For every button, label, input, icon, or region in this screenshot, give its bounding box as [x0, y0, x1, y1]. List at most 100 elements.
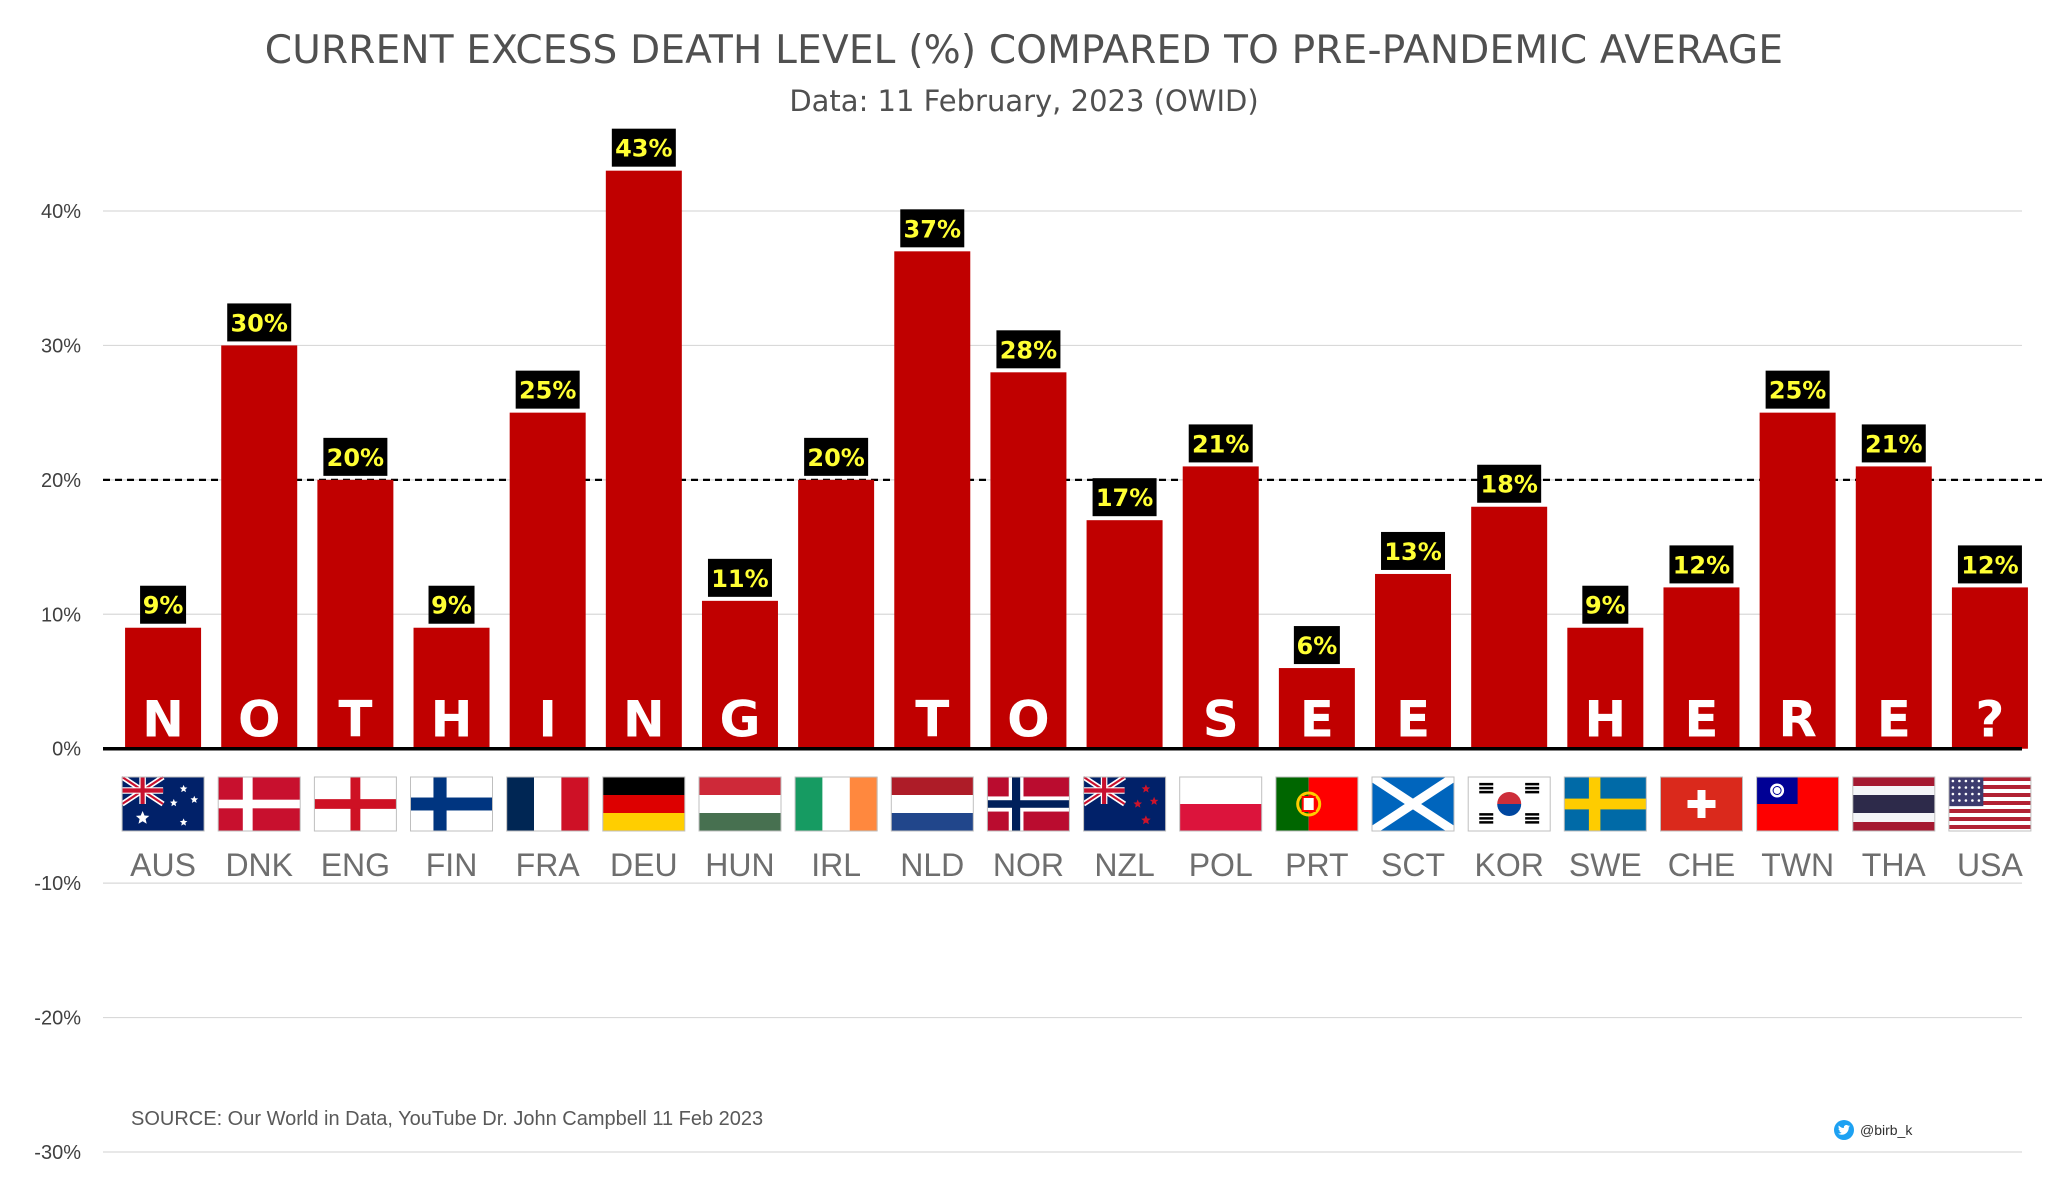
bar-nld — [894, 251, 971, 749]
category-label: NOR — [993, 847, 1064, 883]
category-label: FIN — [426, 847, 478, 883]
bar-letter: N — [142, 691, 184, 749]
data-label: 9% — [431, 592, 472, 620]
y-tick-label: 20% — [41, 470, 81, 492]
category-label: SCT — [1381, 847, 1445, 883]
bar-letter: E — [1300, 691, 1334, 749]
chart-title: CURRENT EXCESS DEATH LEVEL (%) COMPARED … — [264, 28, 1784, 73]
bar-letter: O — [238, 691, 281, 749]
france-flag — [506, 776, 590, 832]
data-label: 20% — [807, 444, 864, 472]
data-label: 9% — [1585, 592, 1626, 620]
data-label: 6% — [1297, 632, 1338, 660]
bar-tha — [1855, 466, 1932, 749]
y-tick-label: 10% — [41, 604, 81, 626]
bar-prt — [1278, 668, 1355, 749]
bar-letter: O — [1007, 691, 1050, 749]
data-label: 17% — [1096, 484, 1153, 512]
taiwan-flag — [1756, 776, 1840, 832]
data-label-background — [996, 330, 1061, 369]
category-label: KOR — [1475, 847, 1544, 883]
category-label: DEU — [610, 847, 678, 883]
data-label-background — [1188, 424, 1253, 463]
bars — [125, 170, 2028, 749]
source-note: SOURCE: Our World in Data, YouTube Dr. J… — [131, 1108, 764, 1130]
data-label: 43% — [615, 135, 672, 163]
data-label: 12% — [1673, 551, 1730, 579]
bar-hun — [701, 600, 778, 749]
data-label-background — [900, 209, 965, 248]
bar-letter: I — [538, 691, 557, 749]
netherlands-flag — [890, 776, 974, 832]
data-label: 11% — [711, 565, 768, 593]
twitter-bird-icon — [1834, 1120, 1854, 1140]
credit-handle: @birb_k — [1860, 1122, 1913, 1138]
bar-irl — [798, 479, 875, 749]
bar-eng — [317, 479, 394, 749]
bar-swe — [1567, 627, 1644, 749]
y-tick-label: 30% — [41, 335, 81, 357]
bar-pol — [1182, 466, 1259, 749]
flag-row — [120, 773, 2032, 835]
bar-nzl — [1086, 520, 1163, 749]
australia-flag — [120, 774, 205, 832]
bar-kor — [1471, 506, 1548, 749]
chart-subtitle: Data: 11 February, 2023 (OWID) — [789, 84, 1259, 118]
data-label: 21% — [1192, 430, 1249, 458]
data-label-background — [1765, 370, 1830, 409]
category-label: NLD — [900, 847, 964, 883]
data-label-background — [227, 303, 292, 342]
germany-flag — [602, 776, 686, 832]
data-label-background — [1582, 585, 1629, 624]
data-label: 20% — [327, 444, 384, 472]
category-label: AUS — [130, 847, 196, 883]
bar-twn — [1759, 412, 1836, 749]
data-label: 18% — [1480, 471, 1537, 499]
data-label: 37% — [904, 215, 961, 243]
norway-flag — [986, 776, 1070, 832]
data-label-background — [515, 370, 580, 409]
usa-flag — [1948, 776, 2032, 832]
bar-fra — [509, 412, 586, 749]
new-zealand-flag — [1082, 774, 1167, 832]
england-flag — [313, 776, 397, 832]
bar-deu — [605, 170, 682, 749]
data-label-background — [707, 558, 772, 597]
south-korea-flag — [1467, 776, 1551, 832]
poland-flag — [1179, 776, 1263, 832]
data-label-background — [140, 585, 187, 624]
y-tick-label: -10% — [34, 873, 81, 895]
category-label: SWE — [1569, 847, 1642, 883]
sweden-flag — [1563, 776, 1647, 832]
bar-letter: H — [1584, 691, 1626, 749]
category-label: ENG — [321, 847, 390, 883]
data-label-background — [611, 128, 676, 167]
bar-nor — [990, 372, 1067, 749]
category-label: HUN — [705, 847, 774, 883]
bar-letter: ? — [1975, 691, 2004, 749]
data-label: 21% — [1865, 430, 1922, 458]
bar-letter: E — [1396, 691, 1430, 749]
data-label: 25% — [519, 377, 576, 405]
data-label: 9% — [143, 592, 184, 620]
bar-letter: G — [719, 691, 760, 749]
data-label-background — [1092, 478, 1157, 517]
bar-letter: S — [1203, 691, 1239, 749]
bar-dnk — [221, 345, 298, 749]
ireland-flag — [794, 776, 878, 832]
finland-flag — [410, 776, 493, 832]
bar-che — [1663, 587, 1740, 749]
category-label: CHE — [1668, 847, 1736, 883]
category-label: DNK — [225, 847, 293, 883]
labels: 9% N AUS 30% O DNK 20% T ENG 9% H FIN 25% I FRA 43% N DEU… — [130, 128, 2023, 883]
bar-letter: T — [338, 691, 372, 749]
axes: 40% 30% 20% 10% 0% -10% -20% -30% — [34, 201, 2022, 1164]
bar-fin — [413, 627, 490, 749]
data-label-background — [323, 437, 388, 476]
data-label: 25% — [1769, 377, 1826, 405]
bar-aus — [125, 627, 202, 749]
bar-letter: E — [1684, 691, 1718, 749]
data-label-background — [1669, 545, 1734, 584]
credit[interactable]: @birb_k — [1834, 1120, 1912, 1140]
